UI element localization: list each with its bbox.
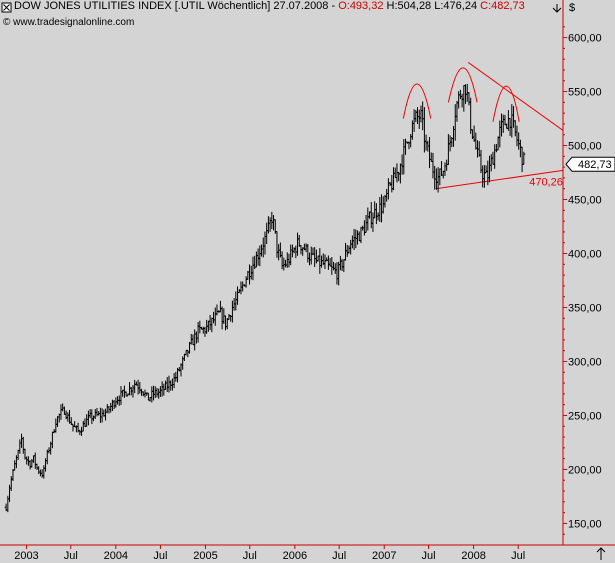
y-tick-label: 600,00 xyxy=(568,33,602,45)
neckline-trendline xyxy=(435,169,564,190)
last-price-label: 482,73 xyxy=(578,159,612,171)
x-tick-label: Jul xyxy=(422,550,436,562)
pattern-arc-3 xyxy=(492,85,520,122)
pattern-arc-2 xyxy=(447,67,478,103)
y-tick-label: 150,00 xyxy=(568,518,602,530)
y-tick-label: 500,00 xyxy=(568,141,602,153)
downtrend-trendline xyxy=(467,62,564,131)
y-tick-label: 300,00 xyxy=(568,356,602,368)
x-tick-label: Jul xyxy=(64,550,78,562)
open-value: O:493,32 xyxy=(338,0,384,12)
up-arrow-icon[interactable] xyxy=(596,547,606,560)
pattern-arc-1 xyxy=(402,83,432,119)
down-arrow-icon[interactable] xyxy=(552,4,562,13)
chart-header: DOW JONES UTILITIES INDEX [.UTIL Wöchent… xyxy=(14,0,525,18)
watermark: © www.tradesignalonline.com xyxy=(3,17,135,28)
support-value-label: 470,26 xyxy=(529,177,563,189)
x-tick-label: 2005 xyxy=(193,550,217,562)
x-tick-label: 2004 xyxy=(104,550,128,562)
close-box-cross-2 xyxy=(3,4,10,11)
last-price-marker xyxy=(565,156,615,172)
x-tick-label: Jul xyxy=(332,550,346,562)
y-tick-label: 550,00 xyxy=(568,87,602,99)
x-tick-label: 2007 xyxy=(372,550,396,562)
close-value: C:482,73 xyxy=(480,0,525,12)
y-tick-label: 200,00 xyxy=(568,464,602,476)
x-tick-label: 2003 xyxy=(14,550,38,562)
y-tick-label: 400,00 xyxy=(568,249,602,261)
x-tick-label: 2006 xyxy=(283,550,307,562)
x-tick-label: 2008 xyxy=(461,550,485,562)
chart-title: DOW JONES UTILITIES INDEX [.UTIL Wöchent… xyxy=(14,0,336,12)
x-tick-label: Jul xyxy=(153,550,167,562)
high-value: H:504,28 xyxy=(386,0,432,12)
x-tick-label: Jul xyxy=(511,550,525,562)
currency-label: $ xyxy=(569,2,575,14)
low-value: L:476,24 xyxy=(434,0,478,12)
x-tick-label: Jul xyxy=(243,550,257,562)
y-tick-label: 250,00 xyxy=(568,410,602,422)
y-tick-label: 450,00 xyxy=(568,195,602,207)
y-tick-label: 350,00 xyxy=(568,302,602,314)
